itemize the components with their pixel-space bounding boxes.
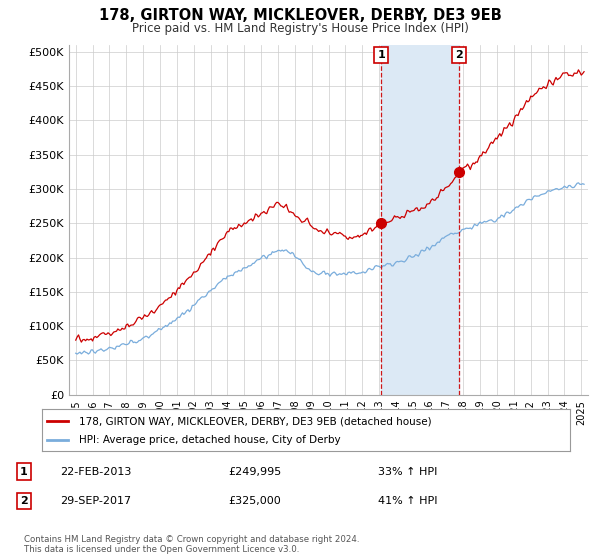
- Text: 1: 1: [377, 50, 385, 60]
- Text: 41% ↑ HPI: 41% ↑ HPI: [378, 496, 437, 506]
- Text: 2: 2: [20, 496, 28, 506]
- Text: Contains HM Land Registry data © Crown copyright and database right 2024.
This d: Contains HM Land Registry data © Crown c…: [24, 535, 359, 554]
- Text: 178, GIRTON WAY, MICKLEOVER, DERBY, DE3 9EB (detached house): 178, GIRTON WAY, MICKLEOVER, DERBY, DE3 …: [79, 417, 431, 426]
- Text: £325,000: £325,000: [228, 496, 281, 506]
- Text: HPI: Average price, detached house, City of Derby: HPI: Average price, detached house, City…: [79, 435, 341, 445]
- Text: 22-FEB-2013: 22-FEB-2013: [60, 466, 131, 477]
- Text: 178, GIRTON WAY, MICKLEOVER, DERBY, DE3 9EB: 178, GIRTON WAY, MICKLEOVER, DERBY, DE3 …: [98, 8, 502, 24]
- Text: Price paid vs. HM Land Registry's House Price Index (HPI): Price paid vs. HM Land Registry's House …: [131, 22, 469, 35]
- Text: £249,995: £249,995: [228, 466, 281, 477]
- Text: 29-SEP-2017: 29-SEP-2017: [60, 496, 131, 506]
- Text: 1: 1: [20, 466, 28, 477]
- Text: 33% ↑ HPI: 33% ↑ HPI: [378, 466, 437, 477]
- Text: 2: 2: [455, 50, 463, 60]
- Bar: [381, 45, 459, 395]
